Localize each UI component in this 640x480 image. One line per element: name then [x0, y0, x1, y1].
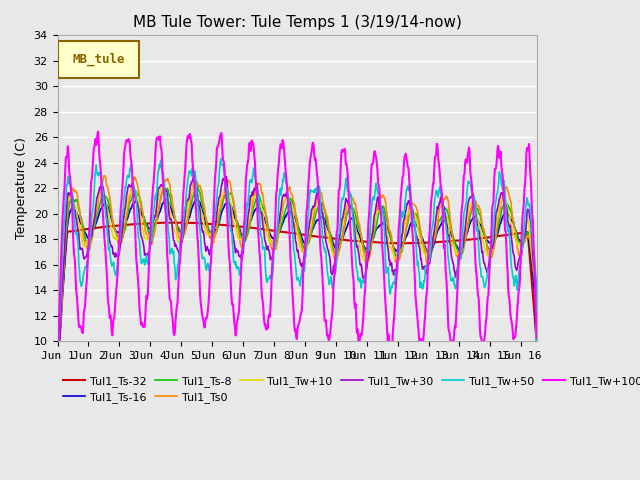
- Tul1_Ts-32: [533, 339, 541, 345]
- Tul1_Tw+10: [56, 327, 63, 333]
- Tul1_Tw+10: [192, 180, 200, 186]
- Tul1_Tw+10: [277, 212, 285, 217]
- Tul1_Ts-32: [54, 348, 61, 353]
- Text: MB_tule: MB_tule: [72, 53, 125, 66]
- Tul1_Tw+50: [533, 355, 541, 361]
- Tul1_Ts-32: [56, 324, 63, 330]
- Tul1_Tw+30: [398, 232, 406, 238]
- Tul1_Ts0: [259, 191, 266, 196]
- Tul1_Ts-16: [161, 196, 169, 202]
- Tul1_Tw+10: [121, 212, 129, 218]
- Tul1_Tw+50: [398, 208, 406, 214]
- Y-axis label: Temperature (C): Temperature (C): [15, 137, 28, 239]
- FancyBboxPatch shape: [58, 41, 139, 78]
- Tul1_Ts0: [122, 220, 129, 226]
- Tul1_Tw+100: [410, 247, 417, 252]
- Tul1_Tw+10: [398, 232, 406, 238]
- Tul1_Tw+50: [121, 191, 129, 197]
- Tul1_Ts-16: [398, 242, 406, 248]
- Tul1_Tw+100: [56, 307, 63, 312]
- Tul1_Ts0: [533, 355, 541, 360]
- Tul1_Tw+50: [54, 403, 61, 408]
- Tul1_Tw+50: [410, 217, 417, 223]
- Tul1_Ts-32: [164, 220, 172, 226]
- Line: Tul1_Tw+30: Tul1_Tw+30: [58, 175, 537, 411]
- Tul1_Ts-32: [121, 222, 129, 228]
- Tul1_Tw+100: [277, 142, 285, 147]
- Tul1_Ts-8: [56, 338, 63, 344]
- Tul1_Tw+50: [56, 322, 63, 328]
- Tul1_Ts-32: [410, 240, 417, 246]
- Line: Tul1_Ts-16: Tul1_Ts-16: [58, 199, 537, 408]
- Line: Tul1_Tw+50: Tul1_Tw+50: [58, 159, 537, 406]
- Tul1_Tw+50: [259, 246, 266, 252]
- Tul1_Tw+30: [56, 342, 63, 348]
- Tul1_Ts-8: [277, 225, 285, 230]
- Tul1_Tw+10: [259, 210, 266, 216]
- Tul1_Ts-32: [277, 229, 285, 235]
- Tul1_Tw+100: [533, 335, 541, 341]
- Tul1_Tw+50: [217, 156, 225, 162]
- Legend: Tul1_Ts-32, Tul1_Ts-16, Tul1_Ts-8, Tul1_Ts0, Tul1_Tw+10, Tul1_Tw+30, Tul1_Tw+50,: Tul1_Ts-32, Tul1_Ts-16, Tul1_Ts-8, Tul1_…: [63, 376, 640, 403]
- Tul1_Ts-16: [277, 226, 285, 231]
- Tul1_Ts-16: [56, 350, 63, 356]
- Tul1_Ts-16: [533, 365, 541, 371]
- Line: Tul1_Ts-8: Tul1_Ts-8: [58, 187, 537, 412]
- Tul1_Tw+10: [533, 363, 541, 369]
- Tul1_Tw+10: [410, 209, 417, 215]
- Tul1_Tw+30: [191, 172, 198, 178]
- Tul1_Ts-8: [398, 249, 406, 254]
- Line: Tul1_Ts-32: Tul1_Ts-32: [58, 223, 537, 350]
- Tul1_Ts-8: [194, 184, 202, 190]
- Tul1_Ts-8: [54, 409, 61, 415]
- Tul1_Tw+30: [259, 220, 266, 226]
- Tul1_Tw+100: [94, 129, 102, 134]
- Tul1_Ts0: [54, 404, 61, 410]
- Tul1_Tw+30: [121, 207, 129, 213]
- Line: Tul1_Tw+100: Tul1_Tw+100: [58, 132, 537, 416]
- Tul1_Tw+30: [54, 408, 61, 414]
- Tul1_Ts-8: [410, 211, 417, 216]
- Tul1_Ts0: [277, 216, 285, 222]
- Tul1_Tw+30: [410, 216, 417, 221]
- Tul1_Ts-32: [259, 226, 266, 232]
- Tul1_Ts0: [410, 201, 417, 207]
- Tul1_Ts-8: [121, 228, 129, 234]
- Tul1_Tw+100: [398, 180, 406, 186]
- Tul1_Ts-16: [259, 211, 266, 217]
- Tul1_Tw+10: [54, 395, 61, 401]
- Title: MB Tule Tower: Tule Temps 1 (3/19/14-now): MB Tule Tower: Tule Temps 1 (3/19/14-now…: [132, 15, 461, 30]
- Tul1_Ts-16: [410, 218, 417, 224]
- Tul1_Tw+50: [277, 192, 285, 198]
- Tul1_Tw+100: [259, 298, 266, 303]
- Tul1_Ts-16: [54, 406, 61, 411]
- Tul1_Ts-8: [259, 205, 266, 211]
- Tul1_Ts0: [56, 341, 63, 347]
- Tul1_Ts0: [100, 173, 108, 179]
- Tul1_Ts-8: [533, 353, 541, 359]
- Line: Tul1_Tw+10: Tul1_Tw+10: [58, 183, 537, 398]
- Tul1_Tw+100: [122, 144, 129, 150]
- Tul1_Tw+30: [533, 332, 541, 337]
- Tul1_Tw+30: [277, 207, 285, 213]
- Tul1_Ts0: [398, 246, 406, 252]
- Line: Tul1_Ts0: Tul1_Ts0: [58, 176, 537, 407]
- Tul1_Ts-16: [121, 223, 129, 229]
- Tul1_Tw+100: [54, 413, 61, 419]
- Tul1_Ts-32: [398, 240, 406, 246]
